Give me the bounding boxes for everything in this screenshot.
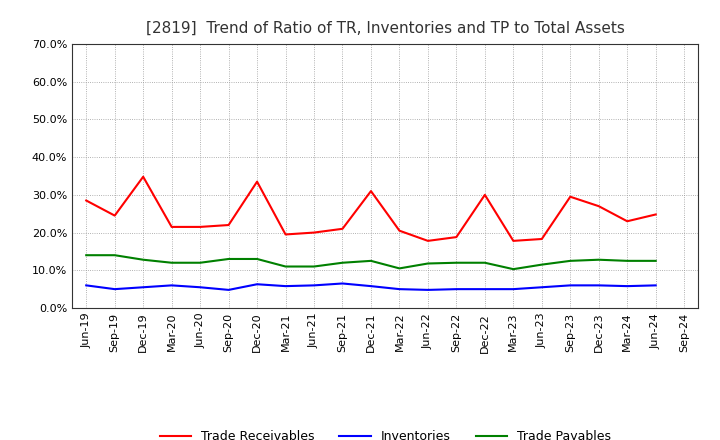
Trade Payables xyxy=(253,257,261,262)
Inventories xyxy=(225,287,233,293)
Trade Payables xyxy=(652,258,660,264)
Trade Payables xyxy=(282,264,290,269)
Inventories xyxy=(282,283,290,289)
Trade Receivables xyxy=(110,213,119,218)
Trade Payables xyxy=(537,262,546,267)
Trade Receivables xyxy=(310,230,318,235)
Trade Payables xyxy=(509,267,518,272)
Trade Payables xyxy=(480,260,489,265)
Legend: Trade Receivables, Inventories, Trade Payables: Trade Receivables, Inventories, Trade Pa… xyxy=(155,425,616,440)
Line: Trade Payables: Trade Payables xyxy=(86,255,656,269)
Trade Payables xyxy=(310,264,318,269)
Inventories xyxy=(366,283,375,289)
Trade Receivables xyxy=(196,224,204,230)
Inventories xyxy=(623,283,631,289)
Trade Payables xyxy=(167,260,176,265)
Inventories xyxy=(139,285,148,290)
Trade Payables xyxy=(623,258,631,264)
Inventories xyxy=(595,283,603,288)
Trade Receivables xyxy=(82,198,91,203)
Trade Receivables xyxy=(167,224,176,230)
Trade Receivables xyxy=(537,236,546,242)
Trade Receivables xyxy=(423,238,432,243)
Line: Inventories: Inventories xyxy=(86,283,656,290)
Inventories xyxy=(310,283,318,288)
Trade Payables xyxy=(139,257,148,262)
Trade Receivables xyxy=(623,219,631,224)
Inventories xyxy=(480,286,489,292)
Inventories xyxy=(652,283,660,288)
Trade Receivables xyxy=(595,204,603,209)
Trade Receivables xyxy=(652,212,660,217)
Trade Payables xyxy=(338,260,347,265)
Trade Payables xyxy=(566,258,575,264)
Trade Receivables xyxy=(225,222,233,227)
Trade Receivables xyxy=(566,194,575,199)
Trade Payables xyxy=(82,253,91,258)
Inventories xyxy=(395,286,404,292)
Inventories xyxy=(253,282,261,287)
Trade Receivables xyxy=(509,238,518,243)
Trade Payables xyxy=(110,253,119,258)
Trade Receivables xyxy=(480,192,489,198)
Inventories xyxy=(196,285,204,290)
Trade Payables xyxy=(196,260,204,265)
Inventories xyxy=(566,283,575,288)
Line: Trade Receivables: Trade Receivables xyxy=(86,177,656,241)
Trade Payables xyxy=(366,258,375,264)
Trade Payables xyxy=(395,266,404,271)
Trade Payables xyxy=(225,257,233,262)
Inventories xyxy=(338,281,347,286)
Inventories xyxy=(110,286,119,292)
Inventories xyxy=(509,286,518,292)
Trade Payables xyxy=(595,257,603,262)
Trade Receivables xyxy=(282,232,290,237)
Inventories xyxy=(423,287,432,293)
Title: [2819]  Trend of Ratio of TR, Inventories and TP to Total Assets: [2819] Trend of Ratio of TR, Inventories… xyxy=(145,21,625,36)
Trade Payables xyxy=(423,261,432,266)
Inventories xyxy=(537,285,546,290)
Trade Receivables xyxy=(139,174,148,180)
Trade Receivables xyxy=(395,228,404,233)
Trade Receivables xyxy=(452,235,461,240)
Trade Payables xyxy=(452,260,461,265)
Trade Receivables xyxy=(366,188,375,194)
Inventories xyxy=(167,283,176,288)
Inventories xyxy=(82,283,91,288)
Trade Receivables xyxy=(338,226,347,231)
Trade Receivables xyxy=(253,179,261,184)
Inventories xyxy=(452,286,461,292)
